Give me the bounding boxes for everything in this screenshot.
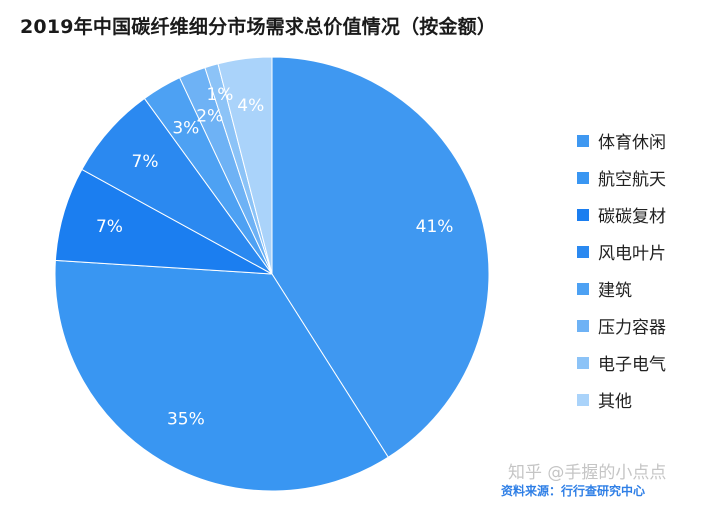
chart-title: 2019年中国碳纤维细分市场需求总价值情况（按金额） bbox=[20, 16, 497, 38]
legend-label: 建筑 bbox=[598, 281, 632, 301]
legend-item-1: 航空航天 bbox=[577, 159, 666, 196]
chart-legend: 体育休闲航空航天碳碳复材风电叶片建筑压力容器电子电气其他 bbox=[577, 122, 666, 418]
legend-item-0: 体育休闲 bbox=[577, 122, 666, 159]
slice-label-5: 2% bbox=[196, 107, 223, 127]
legend-item-2: 碳碳复材 bbox=[577, 196, 666, 233]
pie-slices bbox=[54, 56, 490, 492]
legend-label: 压力容器 bbox=[598, 318, 666, 338]
source-note: 资料来源：行行查研究中心 bbox=[501, 484, 646, 498]
legend-label: 体育休闲 bbox=[598, 133, 666, 153]
legend-label: 其他 bbox=[598, 392, 632, 412]
legend-label: 航空航天 bbox=[598, 170, 666, 190]
legend-swatch bbox=[577, 245, 589, 258]
slice-label-2: 7% bbox=[96, 217, 123, 237]
legend-swatch bbox=[577, 319, 589, 332]
legend-label: 碳碳复材 bbox=[598, 207, 666, 227]
legend-swatch bbox=[577, 208, 589, 221]
legend-item-3: 风电叶片 bbox=[577, 233, 666, 270]
legend-label: 电子电气 bbox=[598, 355, 666, 375]
pie-slice-0 bbox=[271, 56, 490, 458]
pie-slice-1 bbox=[54, 259, 389, 492]
legend-item-7: 其他 bbox=[577, 381, 666, 418]
slice-label-6: 1% bbox=[206, 85, 233, 105]
legend-item-4: 建筑 bbox=[577, 270, 666, 307]
watermark: 知乎 @手握的小点点 bbox=[508, 463, 667, 483]
slice-label-4: 3% bbox=[172, 118, 199, 138]
legend-swatch bbox=[577, 134, 589, 147]
legend-swatch bbox=[577, 393, 589, 406]
legend-label: 风电叶片 bbox=[598, 244, 666, 264]
legend-item-5: 压力容器 bbox=[577, 307, 666, 344]
slice-label-7: 4% bbox=[237, 96, 264, 116]
legend-item-6: 电子电气 bbox=[577, 344, 666, 381]
legend-swatch bbox=[577, 282, 589, 295]
slice-label-1: 35% bbox=[167, 410, 205, 430]
legend-swatch bbox=[577, 356, 589, 369]
pie-slice-labels: 41% 35% 7% 7% 3%2%1%4% bbox=[96, 85, 453, 430]
legend-swatch bbox=[577, 171, 589, 184]
slice-label-3: 7% bbox=[132, 152, 159, 172]
slice-label-0: 41% bbox=[416, 217, 454, 237]
pie-slice-7 bbox=[217, 56, 273, 275]
